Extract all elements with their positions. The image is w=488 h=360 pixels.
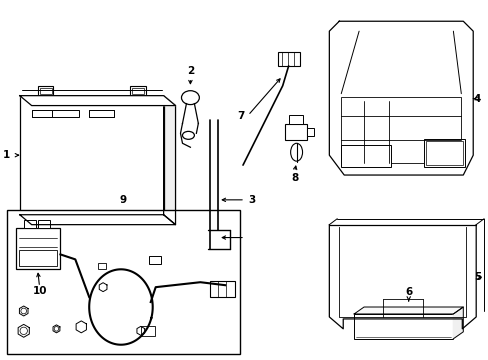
Bar — [32, 109, 51, 117]
Polygon shape — [353, 307, 462, 314]
Polygon shape — [20, 215, 175, 225]
Text: 8: 8 — [290, 173, 298, 183]
Bar — [7, 210, 240, 354]
Bar — [16, 228, 61, 269]
Bar — [306, 129, 314, 136]
Bar — [423, 139, 464, 167]
Polygon shape — [20, 96, 175, 105]
Bar — [32, 109, 79, 117]
Bar — [89, 109, 114, 117]
Bar — [20, 96, 163, 215]
Bar — [132, 88, 143, 94]
Text: 4: 4 — [473, 94, 480, 104]
Text: 5: 5 — [473, 272, 480, 282]
Polygon shape — [452, 307, 462, 339]
Bar — [98, 264, 106, 269]
Bar — [38, 86, 53, 96]
Bar — [277, 52, 299, 66]
Bar — [341, 96, 460, 163]
Text: 9: 9 — [119, 195, 126, 205]
Bar — [40, 88, 51, 94]
Text: 10: 10 — [32, 286, 47, 296]
Bar — [288, 114, 302, 125]
Bar — [141, 326, 154, 336]
Bar — [341, 145, 390, 167]
Polygon shape — [163, 96, 175, 225]
Text: 7: 7 — [237, 111, 244, 121]
Bar — [130, 86, 145, 96]
Bar — [425, 141, 462, 165]
Text: 6: 6 — [404, 287, 411, 297]
Bar — [19, 251, 57, 266]
Bar — [284, 125, 306, 140]
Bar — [210, 281, 235, 297]
Bar — [24, 220, 36, 228]
Text: 1: 1 — [2, 150, 10, 160]
Bar — [353, 314, 452, 339]
Text: 2: 2 — [186, 66, 194, 76]
Bar — [89, 109, 114, 117]
Text: 3: 3 — [247, 195, 255, 205]
Bar — [38, 220, 49, 228]
Bar — [148, 256, 161, 264]
